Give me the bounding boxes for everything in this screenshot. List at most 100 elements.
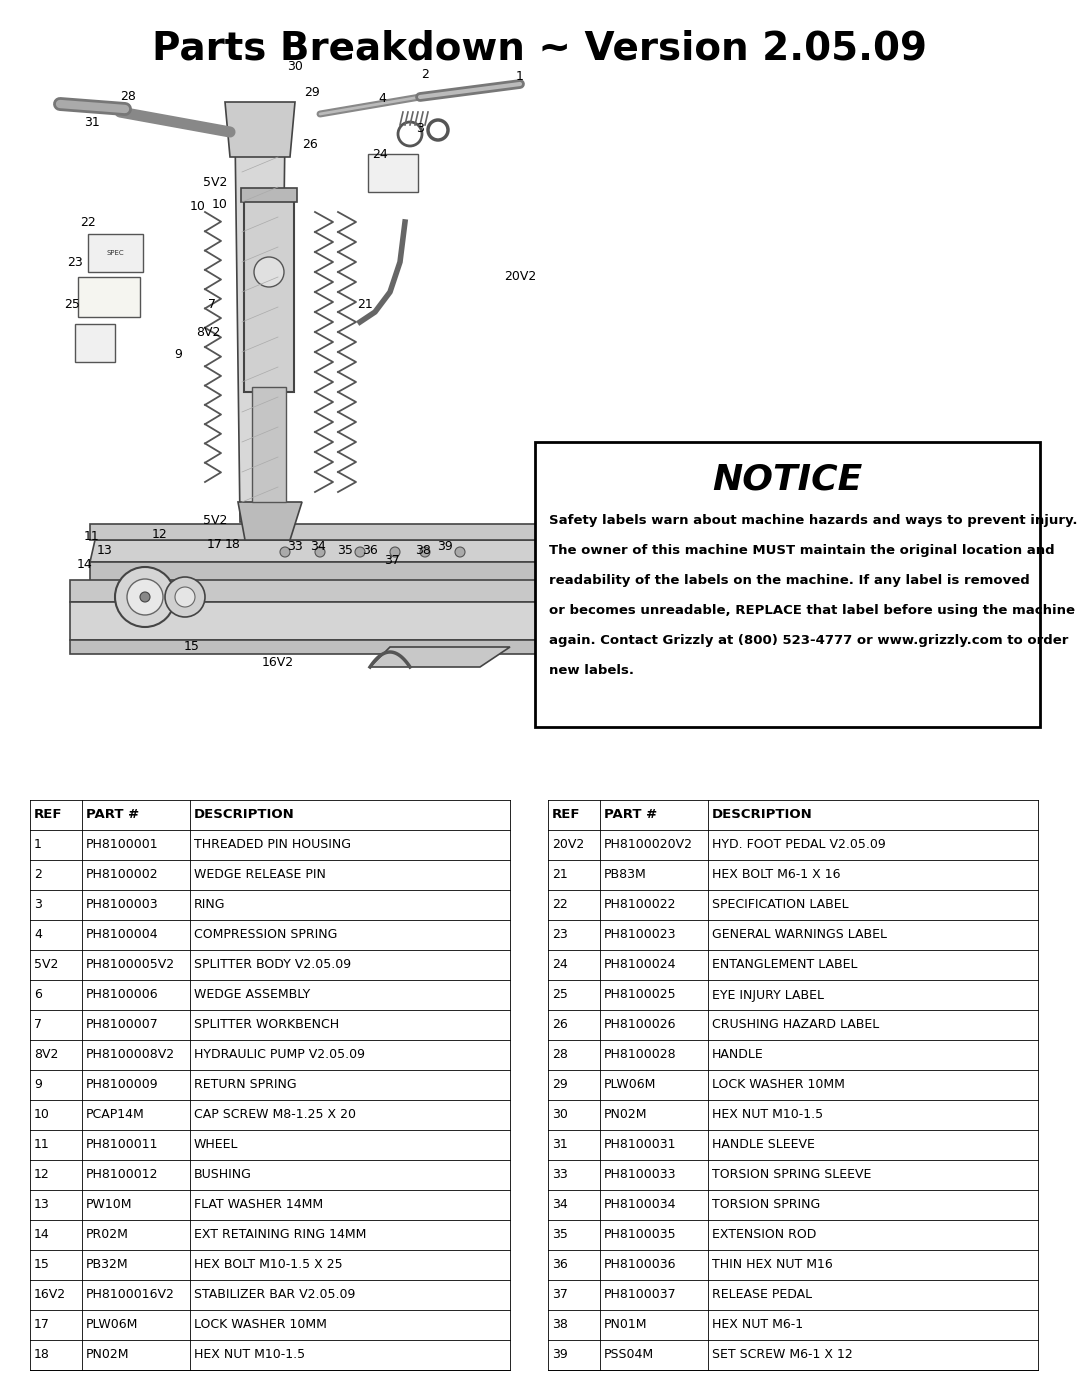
Text: PB83M: PB83M bbox=[604, 869, 647, 882]
Text: 13: 13 bbox=[97, 543, 113, 556]
Circle shape bbox=[390, 548, 400, 557]
Text: PH8100011: PH8100011 bbox=[86, 1139, 159, 1151]
Text: Parts Breakdown ~ Version 2.05.09: Parts Breakdown ~ Version 2.05.09 bbox=[152, 29, 928, 68]
Text: EXT RETAINING RING 14MM: EXT RETAINING RING 14MM bbox=[194, 1228, 366, 1242]
Text: 4: 4 bbox=[33, 929, 42, 942]
Text: 10: 10 bbox=[212, 197, 228, 211]
Bar bbox=[70, 580, 561, 602]
Text: 5V2: 5V2 bbox=[203, 176, 227, 189]
Bar bbox=[241, 189, 297, 203]
Text: GENERAL WARNINGS LABEL: GENERAL WARNINGS LABEL bbox=[712, 929, 887, 942]
Text: 17: 17 bbox=[33, 1319, 50, 1331]
Text: PH8100001: PH8100001 bbox=[86, 838, 159, 852]
Text: again. Contact Grizzly at (800) 523-4777 or www.grizzly.com to order: again. Contact Grizzly at (800) 523-4777… bbox=[549, 634, 1068, 647]
Text: 2: 2 bbox=[33, 869, 42, 882]
Text: PH8100036: PH8100036 bbox=[604, 1259, 676, 1271]
Text: HYD. FOOT PEDAL V2.05.09: HYD. FOOT PEDAL V2.05.09 bbox=[712, 838, 886, 852]
Bar bbox=[75, 324, 114, 362]
Text: 14: 14 bbox=[33, 1228, 50, 1242]
Bar bbox=[368, 154, 418, 191]
Text: 10: 10 bbox=[33, 1108, 50, 1122]
Text: 36: 36 bbox=[362, 543, 378, 556]
Text: THREADED PIN HOUSING: THREADED PIN HOUSING bbox=[194, 838, 351, 852]
Text: STABILIZER BAR V2.05.09: STABILIZER BAR V2.05.09 bbox=[194, 1288, 355, 1302]
Text: PH8100033: PH8100033 bbox=[604, 1168, 676, 1182]
Text: 5V2: 5V2 bbox=[33, 958, 58, 971]
Text: 12: 12 bbox=[33, 1168, 50, 1182]
Text: WHEEL: WHEEL bbox=[194, 1139, 239, 1151]
Circle shape bbox=[254, 257, 284, 286]
Text: PH8100026: PH8100026 bbox=[604, 1018, 676, 1031]
Text: Safety labels warn about machine hazards and ways to prevent injury.: Safety labels warn about machine hazards… bbox=[549, 514, 1078, 527]
Text: DESCRIPTION: DESCRIPTION bbox=[194, 809, 295, 821]
Polygon shape bbox=[90, 524, 550, 541]
Text: PCAP14M: PCAP14M bbox=[86, 1108, 145, 1122]
Text: TORSION SPRING SLEEVE: TORSION SPRING SLEEVE bbox=[712, 1168, 872, 1182]
Text: 12: 12 bbox=[152, 528, 167, 541]
Polygon shape bbox=[90, 562, 550, 583]
Polygon shape bbox=[90, 541, 555, 562]
Text: 30: 30 bbox=[552, 1108, 568, 1122]
Text: HEX NUT M10-1.5: HEX NUT M10-1.5 bbox=[712, 1108, 823, 1122]
Text: WEDGE RELEASE PIN: WEDGE RELEASE PIN bbox=[194, 869, 326, 882]
Text: 28: 28 bbox=[120, 91, 136, 103]
Text: 28: 28 bbox=[552, 1049, 568, 1062]
Text: PH8100016V2: PH8100016V2 bbox=[86, 1288, 175, 1302]
Polygon shape bbox=[561, 541, 590, 602]
Text: readability of the labels on the machine. If any label is removed: readability of the labels on the machine… bbox=[549, 574, 1029, 587]
Text: 9: 9 bbox=[174, 348, 181, 360]
Text: 18: 18 bbox=[225, 538, 241, 550]
Text: 20V2: 20V2 bbox=[552, 838, 584, 852]
Text: 8V2: 8V2 bbox=[33, 1049, 58, 1062]
Text: 31: 31 bbox=[84, 116, 99, 129]
Text: EXTENSION ROD: EXTENSION ROD bbox=[712, 1228, 816, 1242]
Text: 14: 14 bbox=[77, 557, 93, 570]
Text: PH8100020V2: PH8100020V2 bbox=[604, 838, 693, 852]
Text: 3: 3 bbox=[416, 123, 424, 136]
Text: The owner of this machine MUST maintain the original location and: The owner of this machine MUST maintain … bbox=[549, 543, 1055, 557]
Text: HEX NUT M10-1.5: HEX NUT M10-1.5 bbox=[194, 1348, 306, 1362]
Text: 10: 10 bbox=[190, 201, 206, 214]
Text: SPLITTER BODY V2.05.09: SPLITTER BODY V2.05.09 bbox=[194, 958, 351, 971]
Text: NOTICE: NOTICE bbox=[713, 462, 863, 497]
Text: PN02M: PN02M bbox=[86, 1348, 130, 1362]
Text: PH8100022: PH8100022 bbox=[604, 898, 676, 911]
Text: CAP SCREW M8-1.25 X 20: CAP SCREW M8-1.25 X 20 bbox=[194, 1108, 356, 1122]
Text: 16V2: 16V2 bbox=[33, 1288, 66, 1302]
Polygon shape bbox=[370, 647, 510, 666]
Text: PH8100007: PH8100007 bbox=[86, 1018, 159, 1031]
Text: 4: 4 bbox=[378, 92, 386, 106]
Text: PH8100037: PH8100037 bbox=[604, 1288, 677, 1302]
Text: 30: 30 bbox=[287, 60, 302, 74]
Text: PB32M: PB32M bbox=[86, 1259, 129, 1271]
Circle shape bbox=[355, 548, 365, 557]
Text: ENTANGLEMENT LABEL: ENTANGLEMENT LABEL bbox=[712, 958, 858, 971]
Text: 11: 11 bbox=[33, 1139, 50, 1151]
Bar bbox=[244, 191, 294, 393]
Text: 37: 37 bbox=[384, 553, 400, 567]
Text: PN01M: PN01M bbox=[604, 1319, 648, 1331]
Text: CRUSHING HAZARD LABEL: CRUSHING HAZARD LABEL bbox=[712, 1018, 879, 1031]
Text: 26: 26 bbox=[302, 137, 318, 151]
Bar bbox=[252, 387, 286, 502]
Circle shape bbox=[140, 592, 150, 602]
Text: EYE INJURY LABEL: EYE INJURY LABEL bbox=[712, 989, 824, 1002]
Text: PART #: PART # bbox=[604, 809, 657, 821]
Text: HEX NUT M6-1: HEX NUT M6-1 bbox=[712, 1319, 804, 1331]
Text: 22: 22 bbox=[80, 215, 96, 229]
Text: SPECIFICATION LABEL: SPECIFICATION LABEL bbox=[712, 898, 849, 911]
Text: PH8100024: PH8100024 bbox=[604, 958, 676, 971]
Text: HEX BOLT M6-1 X 16: HEX BOLT M6-1 X 16 bbox=[712, 869, 840, 882]
Text: PH8100009: PH8100009 bbox=[86, 1078, 159, 1091]
Polygon shape bbox=[225, 102, 295, 156]
Text: 26: 26 bbox=[552, 1018, 568, 1031]
Bar bbox=[70, 602, 561, 640]
Text: 17: 17 bbox=[207, 538, 222, 550]
Text: TORSION SPRING: TORSION SPRING bbox=[712, 1199, 820, 1211]
Text: PH8100002: PH8100002 bbox=[86, 869, 159, 882]
Text: 9: 9 bbox=[33, 1078, 42, 1091]
Text: 2: 2 bbox=[421, 67, 429, 81]
Text: 31: 31 bbox=[552, 1139, 568, 1151]
Text: PH8100006: PH8100006 bbox=[86, 989, 159, 1002]
Bar bbox=[70, 640, 561, 654]
